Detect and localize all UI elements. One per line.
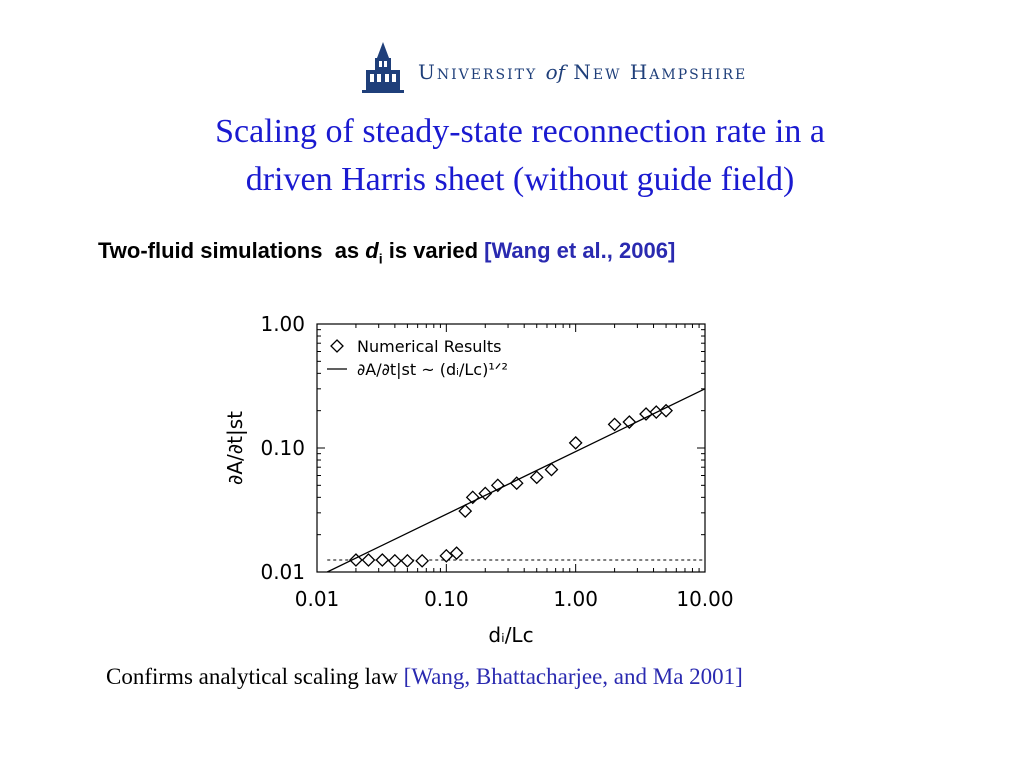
data-point-diamond bbox=[387, 553, 402, 568]
data-point-diamond bbox=[439, 548, 454, 563]
subtitle-variable: d bbox=[365, 238, 379, 263]
logo-wordmark: University of New Hampshire bbox=[418, 60, 747, 84]
x-axis-label: dᵢ/Lᴄ bbox=[488, 623, 533, 647]
data-point-diamond bbox=[568, 435, 583, 450]
legend-label: Numerical Results bbox=[357, 337, 501, 356]
data-point-diamond bbox=[509, 476, 524, 491]
footer-text: Confirms analytical scaling law bbox=[106, 664, 404, 689]
data-point-diamond bbox=[659, 403, 673, 418]
legend-diamond-marker bbox=[330, 339, 344, 353]
scaling-chart: 0.01 0.10 1.00 10.00 0.01 0.10 1.00 dᵢ/Lᴄ ∂A/∂t|… bbox=[220, 300, 760, 665]
subtitle-part-1: Two-fluid simulations as bbox=[98, 238, 366, 263]
data-point-diamond bbox=[529, 470, 544, 485]
chart-svg: 0.01 0.10 1.00 10.00 0.01 0.10 1.00 dᵢ/Lᴄ ∂A/∂t|… bbox=[223, 312, 734, 647]
building-tower-icon bbox=[362, 42, 404, 93]
logo-of: of bbox=[545, 60, 566, 84]
data-point-diamond bbox=[361, 553, 376, 567]
title-line-1: Scaling of steady-state reconnection rat… bbox=[215, 113, 825, 150]
data-point-diamond bbox=[449, 546, 464, 561]
legend-label: ∂A/∂t|st ~ (dᵢ/Lᴄ)¹ᐟ² bbox=[357, 360, 508, 379]
university-logo: University of New Hampshire bbox=[358, 40, 748, 94]
subtitle-subscript: i bbox=[378, 250, 383, 267]
data-point-diamond bbox=[639, 407, 653, 421]
scaling-law-line bbox=[326, 388, 705, 572]
slide-subtitle: Two-fluid simulations as di is varied [W… bbox=[98, 238, 675, 266]
subtitle-reference: [Wang et al., 2006] bbox=[484, 238, 676, 263]
y-axis-label: ∂A/∂t|st bbox=[223, 411, 247, 485]
data-point-diamond bbox=[375, 553, 390, 567]
data-point-diamond bbox=[622, 415, 637, 429]
x-tick-label: 10.00 bbox=[676, 587, 733, 611]
data-point-diamond bbox=[400, 553, 415, 568]
data-point-diamond bbox=[607, 417, 622, 432]
data-point-diamond bbox=[458, 504, 473, 518]
x-tick-label: 0.01 bbox=[295, 587, 340, 611]
logo-university: University bbox=[418, 60, 538, 84]
title-line-2: driven Harris sheet (without guide field… bbox=[245, 161, 795, 198]
y-tick-label: 0.10 bbox=[260, 436, 305, 460]
subtitle-part-2: is varied bbox=[382, 238, 485, 263]
slide-title: Scaling of steady-state reconnection rat… bbox=[0, 108, 1024, 204]
data-point-diamond bbox=[415, 553, 430, 568]
x-tick-label: 0.10 bbox=[424, 587, 469, 611]
x-tick-label: 1.00 bbox=[553, 587, 598, 611]
data-point-diamond bbox=[544, 462, 559, 477]
logo-rest: New Hampshire bbox=[573, 60, 748, 84]
footer-reference: [Wang, Bhattacharjee, and Ma 2001] bbox=[403, 664, 743, 689]
y-tick-label: 1.00 bbox=[260, 312, 305, 336]
y-tick-label: 0.01 bbox=[260, 560, 305, 584]
slide-footer: Confirms analytical scaling law [Wang, B… bbox=[106, 664, 743, 690]
